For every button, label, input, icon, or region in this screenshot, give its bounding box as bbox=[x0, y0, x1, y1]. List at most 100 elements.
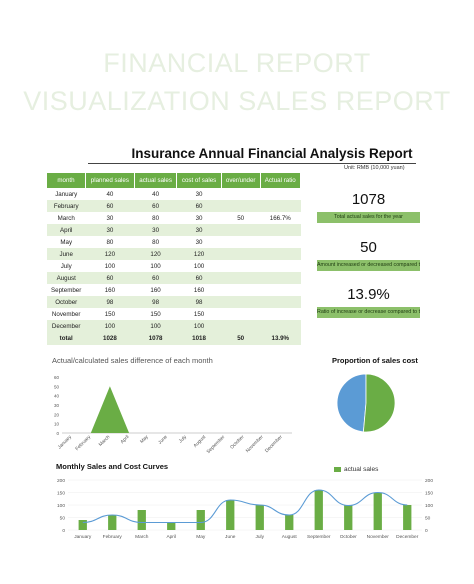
x-tick-label: August bbox=[192, 434, 207, 449]
curves-chart: 0 0 50 50 100 100 150 150 200 200 January February M… bbox=[57, 478, 433, 540]
table-row: March 30 80 30 50 166.7% bbox=[47, 212, 301, 224]
table-cell: 1018 bbox=[176, 332, 222, 345]
y-tick-label: 100 bbox=[57, 503, 65, 509]
table-cell: 30 bbox=[176, 224, 222, 236]
table-cell: 60 bbox=[85, 272, 135, 284]
table-row: November 150 150 150 bbox=[47, 308, 301, 320]
table-cell bbox=[260, 260, 300, 272]
table-cell: 100 bbox=[176, 320, 222, 332]
sales-bar bbox=[78, 520, 87, 530]
sales-bar bbox=[167, 522, 176, 530]
table-cell bbox=[260, 284, 300, 296]
table-cell bbox=[221, 248, 261, 260]
column-header: actual sales bbox=[134, 173, 178, 188]
table-cell: 40 bbox=[152, 190, 160, 198]
table-cell bbox=[260, 224, 301, 236]
table-cell: 166.7% bbox=[269, 214, 291, 222]
column-header: cost of sales bbox=[176, 173, 222, 188]
table-cell: 100 bbox=[104, 262, 116, 270]
x-tick-label: February bbox=[103, 534, 123, 540]
table-cell: June bbox=[47, 248, 86, 260]
unit-label: Unit: RMB (10,000 yuan) bbox=[344, 165, 405, 171]
y-tick-label: 200 bbox=[57, 478, 65, 484]
table-cell bbox=[221, 260, 260, 272]
table-cell: 98 bbox=[176, 296, 222, 308]
pie-chart-title: Proportion of sales cost bbox=[332, 356, 418, 365]
x-tick-label: April bbox=[166, 534, 176, 540]
curves-chart-title: Monthly Sales and Cost Curves bbox=[56, 462, 169, 471]
table-cell: 30 bbox=[195, 238, 203, 246]
sales-bar bbox=[344, 505, 353, 530]
table-row: July 100 100 100 bbox=[47, 260, 301, 272]
pie-slice bbox=[362, 373, 396, 433]
table-cell: 13.9% bbox=[260, 332, 301, 345]
cost-curve bbox=[82, 489, 408, 524]
x-tick-label: October bbox=[340, 534, 357, 540]
table-cell: 80 bbox=[152, 238, 160, 246]
table-cell bbox=[260, 236, 300, 248]
y-tick-label: 150 bbox=[425, 490, 433, 496]
x-tick-label: December bbox=[396, 534, 419, 540]
table-cell: 160 bbox=[104, 286, 116, 294]
pie-slice bbox=[336, 373, 367, 433]
title-divider bbox=[88, 163, 416, 164]
table-cell bbox=[221, 320, 261, 332]
table-row: February 60 60 60 bbox=[47, 200, 301, 212]
table-cell: September bbox=[51, 286, 82, 294]
banner-line-1: FINANCIAL REPORT bbox=[103, 48, 371, 78]
y-tick-label: 20 bbox=[54, 412, 60, 417]
x-tick-label: May bbox=[196, 534, 206, 540]
table-cell bbox=[221, 200, 261, 212]
table-cell bbox=[260, 248, 301, 260]
banner-line-2: VISUALIZATION SALES REPORT bbox=[23, 86, 451, 116]
table-cell: 1078 bbox=[134, 332, 177, 345]
y-tick-label: 100 bbox=[425, 503, 433, 509]
sales-bar bbox=[108, 515, 117, 530]
y-tick-label: 50 bbox=[60, 515, 66, 521]
table-row: August 60 60 60 bbox=[47, 272, 301, 284]
table-cell bbox=[221, 236, 260, 248]
x-tick-label: July bbox=[178, 434, 189, 445]
table-cell: 1028 bbox=[85, 332, 135, 345]
x-tick-label: April bbox=[119, 434, 130, 445]
curves-legend: actual sales bbox=[334, 466, 378, 473]
table-cell: 100 bbox=[193, 262, 205, 270]
table-cell: 98 bbox=[85, 296, 135, 308]
x-tick-label: October bbox=[229, 434, 246, 451]
sales-bar bbox=[314, 490, 323, 530]
kpi-value: 50 bbox=[360, 239, 377, 256]
table-cell: March bbox=[57, 214, 75, 222]
table-row: January 40 40 30 bbox=[47, 188, 301, 200]
table-cell: 60 bbox=[176, 200, 222, 212]
table-cell: August bbox=[47, 272, 86, 284]
table-cell: 150 bbox=[193, 310, 205, 318]
sales-bar bbox=[373, 492, 382, 530]
difference-chart-title: Actual/calculated sales difference of ea… bbox=[52, 356, 213, 365]
kpi-label: Ratio of increase or decrease compared t… bbox=[317, 307, 420, 318]
table-cell: 60 bbox=[134, 272, 177, 284]
table-cell: 150 bbox=[150, 310, 161, 318]
sales-bar bbox=[255, 505, 264, 530]
table-cell bbox=[260, 188, 300, 200]
y-tick-label: 150 bbox=[57, 490, 65, 496]
table-cell bbox=[221, 308, 260, 320]
y-tick-label: 40 bbox=[54, 394, 60, 399]
table-cell: 50 bbox=[237, 214, 245, 222]
report-sheet: Insurance Annual Financial Analysis Repo… bbox=[44, 140, 433, 546]
y-tick-label: 60 bbox=[54, 375, 60, 380]
column-header: planned sales bbox=[85, 173, 135, 188]
table-cell bbox=[260, 320, 301, 332]
kpi-ratio: 13.9% Ratio of increase or decrease comp… bbox=[317, 283, 420, 318]
table-cell: November bbox=[51, 310, 81, 318]
table-cell: 120 bbox=[176, 248, 222, 260]
table-total-row: total 1028 1078 1018 50 13.9% bbox=[47, 332, 301, 345]
y-tick-label: 10 bbox=[54, 422, 60, 427]
table-cell: 160 bbox=[150, 286, 161, 294]
y-tick-label: 200 bbox=[425, 478, 433, 484]
x-tick-label: May bbox=[139, 434, 150, 445]
x-tick-label: July bbox=[255, 534, 264, 540]
table-cell: 30 bbox=[195, 190, 203, 198]
y-tick-label: 50 bbox=[425, 515, 431, 521]
table-cell: 120 bbox=[134, 248, 177, 260]
table-cell: 80 bbox=[152, 214, 160, 222]
